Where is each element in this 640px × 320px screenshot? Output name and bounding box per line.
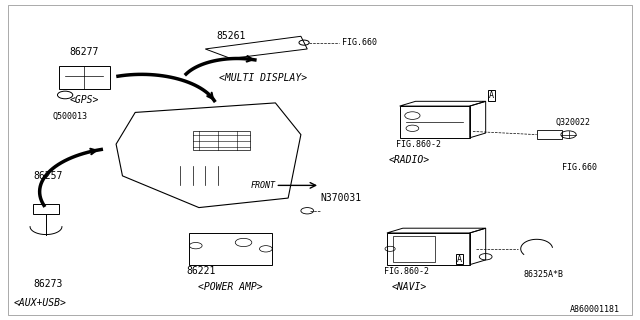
Text: Q500013: Q500013 [52,112,88,121]
Text: 86257: 86257 [33,171,63,181]
Text: FIG.860-2: FIG.860-2 [396,140,442,149]
Text: <POWER AMP>: <POWER AMP> [198,282,263,292]
Text: <GPS>: <GPS> [70,95,99,105]
Text: FIG.660: FIG.660 [562,163,597,172]
Text: <RADIO>: <RADIO> [388,155,430,165]
Text: A: A [457,254,462,263]
Text: FIG.860-2: FIG.860-2 [384,267,429,276]
Text: 85261: 85261 [216,31,246,42]
Text: 86325A*B: 86325A*B [524,270,564,279]
Text: <NAVI>: <NAVI> [392,282,427,292]
Text: 86273: 86273 [33,279,63,289]
Text: 86277: 86277 [70,47,99,57]
Text: Q320022: Q320022 [556,118,591,127]
Text: FRONT: FRONT [250,181,275,190]
Text: A860001181: A860001181 [570,305,620,314]
Text: FIG.660: FIG.660 [342,38,378,47]
Text: 86221: 86221 [186,266,216,276]
Text: A: A [489,91,494,100]
Text: N370031: N370031 [320,193,361,203]
Text: <MULTI DISPLAY>: <MULTI DISPLAY> [219,73,307,83]
Text: <AUX+USB>: <AUX+USB> [13,298,66,308]
